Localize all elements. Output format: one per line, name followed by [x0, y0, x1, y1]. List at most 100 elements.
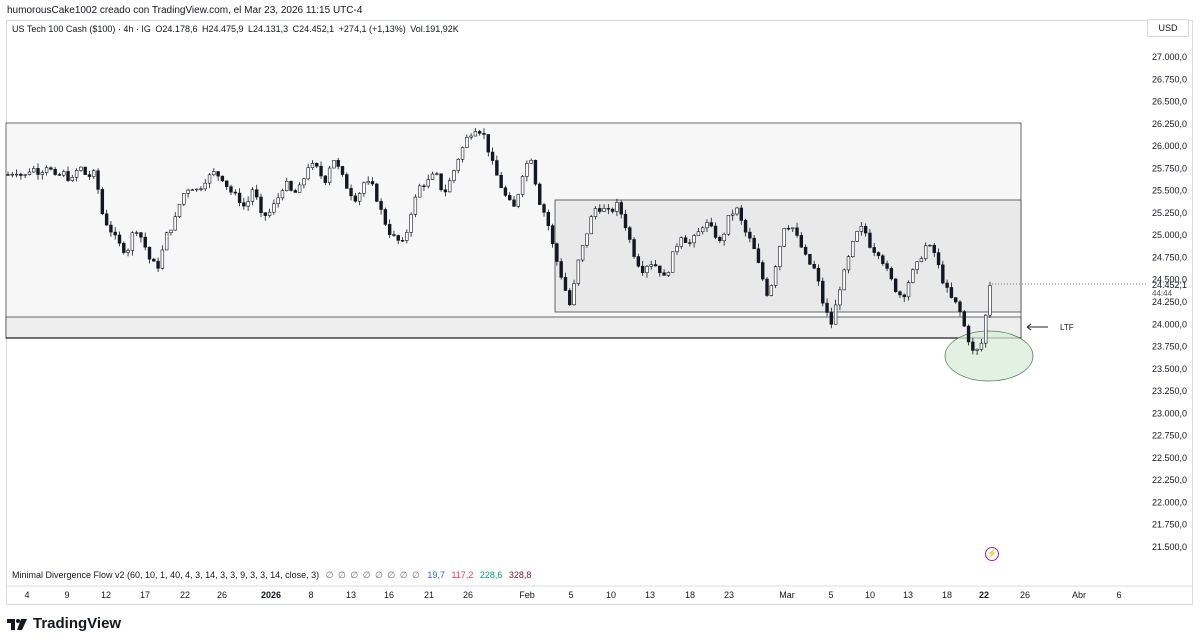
candle-body — [889, 268, 894, 280]
candle-body — [598, 208, 602, 212]
candle-body — [74, 170, 79, 178]
candle-body — [525, 163, 529, 177]
change-value: +274,1 (+1,13%) — [338, 24, 406, 34]
candle-body — [267, 211, 272, 216]
candle-body — [375, 183, 379, 202]
candle-body — [310, 163, 315, 169]
candle-body — [426, 179, 430, 187]
candle-body — [932, 244, 936, 253]
candle-body — [765, 278, 769, 296]
candle-body — [70, 177, 75, 181]
tradingview-brand[interactable]: TradingView — [7, 615, 121, 632]
candle-body — [130, 232, 135, 251]
time-tick-label: 2026 — [261, 590, 281, 600]
price-tick-label: 25.500,0 — [1152, 186, 1187, 196]
time-tick-label: 22 — [180, 590, 190, 600]
candle-body — [816, 267, 821, 282]
candle-body — [53, 168, 57, 175]
candle-body — [169, 229, 173, 233]
candle-body — [670, 251, 675, 273]
candle-body — [876, 252, 881, 257]
price-tick-label: 23.500,0 — [1152, 364, 1187, 374]
alert-bolt-icon[interactable]: ⚡ — [985, 547, 999, 561]
candle-body — [846, 256, 851, 271]
candle-body — [533, 159, 538, 185]
candle-body — [915, 261, 919, 270]
candle-body — [36, 168, 40, 175]
candlestick-series — [6, 128, 992, 356]
indicator-legend[interactable]: Minimal Divergence Flow v2 (60, 10, 1, 4… — [12, 570, 531, 581]
candle-body — [190, 189, 195, 191]
candle-body — [263, 212, 267, 216]
symbol-legend[interactable]: US Tech 100 Cash ($100) · 4h · IG O24.17… — [12, 24, 461, 34]
candle-body — [949, 287, 954, 298]
candle-body — [203, 182, 207, 190]
time-tick-label: 6 — [1116, 590, 1121, 600]
candle-body — [370, 181, 375, 185]
candle-body — [726, 215, 731, 235]
currency-button[interactable]: USD — [1147, 19, 1189, 37]
candle-body — [126, 250, 130, 253]
countdown-label: 44:44 — [1152, 289, 1173, 298]
candle-body — [160, 249, 165, 269]
candle-body — [224, 180, 229, 188]
price-tick-label: 26.250,0 — [1152, 119, 1187, 129]
time-tick-label: 16 — [384, 590, 394, 600]
candle-body — [315, 163, 319, 167]
candle-body — [366, 181, 370, 184]
time-tick-label: 9 — [64, 590, 69, 600]
candle-body — [885, 263, 889, 269]
candle-body — [327, 167, 332, 183]
candle-body — [164, 232, 169, 251]
candle-body — [242, 202, 246, 207]
price-tick-label: 26.500,0 — [1152, 97, 1187, 107]
indicator-name: Minimal Divergence Flow v2 (60, 10, 1, 4… — [12, 570, 320, 580]
candle-body — [495, 160, 499, 176]
candle-body — [722, 233, 726, 242]
candle-body — [962, 311, 966, 327]
demand-zone[interactable] — [5, 316, 1022, 339]
candle-body — [199, 188, 203, 190]
candle-body — [769, 285, 774, 296]
candle-body — [692, 235, 696, 244]
candle-body — [302, 178, 306, 186]
candle-body — [57, 174, 62, 176]
candle-body — [778, 245, 782, 267]
candle-body — [486, 134, 490, 153]
candle-body — [332, 159, 336, 169]
price-tick-label: 24.500,0 — [1152, 275, 1187, 285]
candle-body — [662, 272, 666, 276]
candle-body — [473, 131, 478, 137]
candle-body — [186, 189, 190, 194]
candle-body — [147, 246, 152, 260]
candle-body — [289, 180, 293, 191]
candle-body — [555, 243, 559, 262]
candle-body — [559, 261, 563, 278]
candle-body — [739, 207, 743, 221]
candle-body — [276, 197, 280, 205]
candle-body — [516, 194, 520, 207]
candle-body — [340, 166, 345, 175]
candle-body — [490, 151, 495, 161]
candle-body — [923, 245, 928, 259]
price-tick-label: 21.750,0 — [1152, 520, 1187, 530]
candle-body — [709, 222, 713, 227]
candle-body — [906, 282, 911, 298]
candle-body — [216, 171, 220, 177]
indicator-value-4: 328,8 — [508, 570, 532, 580]
time-axis[interactable]: 4 9 12 17 22 26 2026 8 13 16 21 26 Feb 5 10 13 18 23 Mar 5 1… — [24, 590, 1121, 600]
open-value: O24.178,6 — [155, 24, 198, 34]
brand-name: TradingView — [33, 615, 122, 632]
candle-body — [718, 237, 722, 242]
candle-body — [259, 196, 263, 213]
candle-body — [713, 225, 718, 238]
candle-body — [683, 237, 688, 243]
candle-body — [405, 232, 409, 241]
candle-body — [14, 173, 19, 176]
candle-body — [83, 166, 87, 175]
price-axis[interactable]: 27.000,0 26.750,0 26.500,0 26.250,0 26.000,0… — [1152, 52, 1187, 552]
candle-body — [435, 173, 439, 175]
highlight-ellipse[interactable] — [944, 330, 1034, 382]
candle-body — [392, 234, 396, 236]
